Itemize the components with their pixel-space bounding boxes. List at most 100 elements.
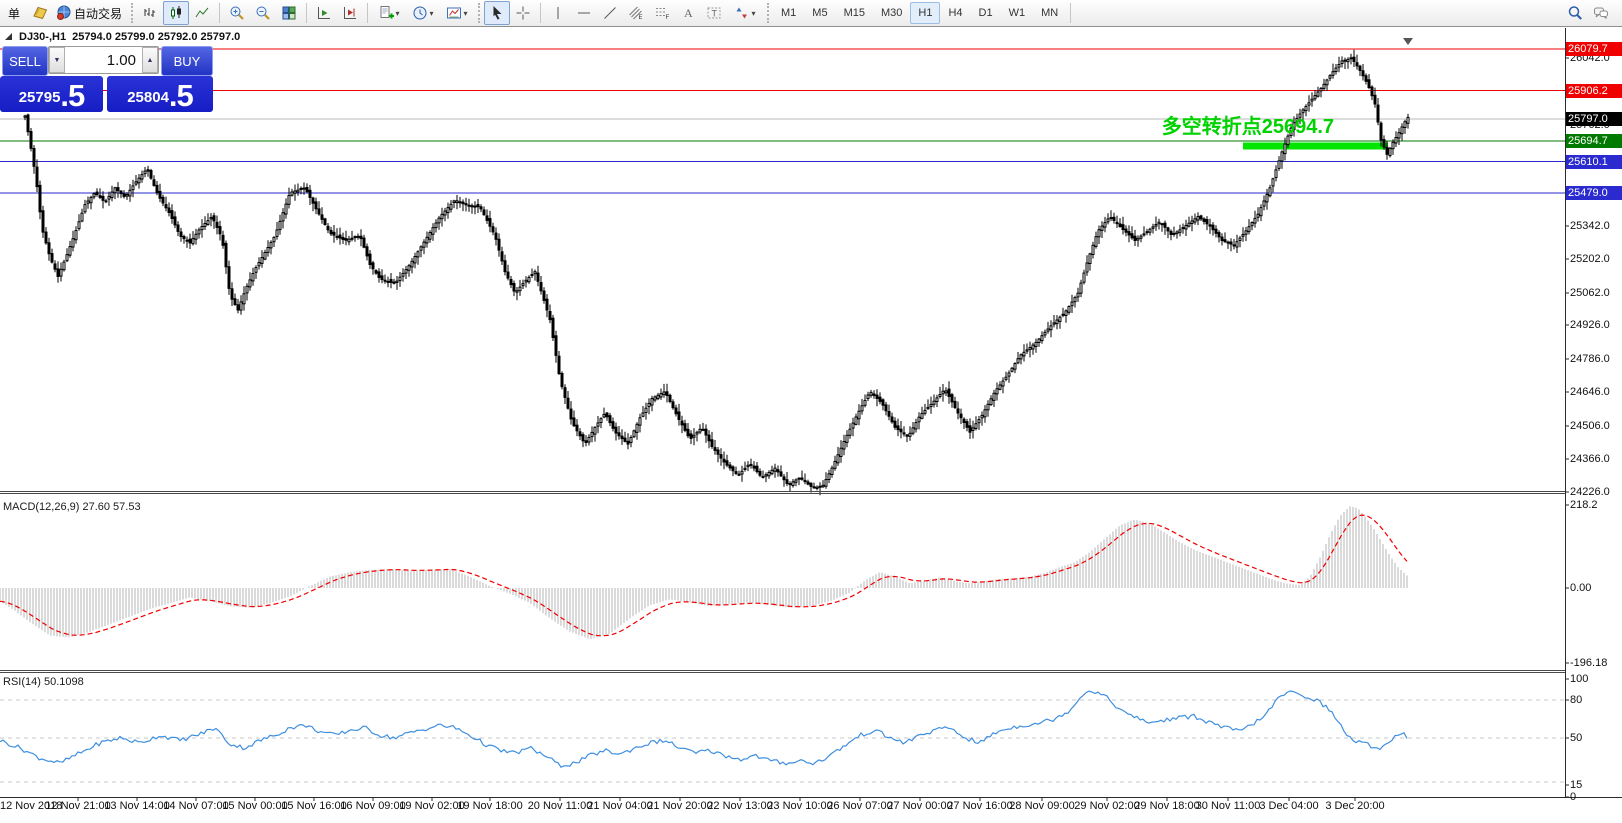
timeframe-m30[interactable]: M30: [880, 7, 903, 19]
chart-symbol-period: DJ30-,H1: [19, 31, 67, 43]
svg-text:A: A: [684, 6, 693, 20]
chart-shift-icon: [342, 5, 358, 21]
zoom-out-button[interactable]: [250, 1, 276, 25]
svg-text:T: T: [712, 9, 718, 19]
timeframe-m5[interactable]: M5: [812, 7, 828, 19]
market-watch-icon: [32, 5, 48, 21]
toolbar-separator: [367, 3, 368, 23]
autotrading-label: 自动交易: [73, 6, 122, 21]
horizontal-line-icon: [576, 5, 592, 21]
crosshair-icon: [515, 5, 531, 21]
cursor-button[interactable]: [484, 1, 510, 25]
svg-text:F: F: [666, 15, 670, 21]
chart-marker-icon: [5, 33, 12, 40]
toolbar-separator: [219, 3, 220, 23]
sell-price-display[interactable]: 25795.5: [0, 76, 103, 112]
timeframe-m15[interactable]: M15: [843, 7, 865, 19]
toolbar-separator: [540, 3, 541, 23]
timeframe-w1[interactable]: W1: [1008, 7, 1026, 19]
candlestick-chart-button[interactable]: [163, 1, 189, 25]
toolbar-grip: [131, 3, 133, 23]
pivot-annotation: 多空转折点25694.7: [1161, 116, 1334, 138]
volume-stepper: ▼ ▲: [48, 46, 159, 74]
toolbar-separator: [1070, 3, 1072, 23]
search-button[interactable]: [1562, 1, 1588, 25]
buy-price-display[interactable]: 25804.5: [107, 76, 213, 112]
zoom-in-button[interactable]: [224, 1, 250, 25]
volume-increase-button[interactable]: ▲: [142, 47, 158, 73]
indicators-icon: [378, 5, 395, 21]
candlestick-chart-icon: [168, 5, 184, 21]
toolbar-grip: [478, 3, 480, 23]
text-tool-icon: A: [680, 5, 696, 21]
timeframe-d1[interactable]: D1: [978, 7, 993, 19]
timeframe-h4[interactable]: H4: [948, 7, 963, 19]
tile-windows-icon: [281, 5, 297, 21]
one-click-trading-panel: SELL ▼ ▲ BUY 25795.5 25804.5: [0, 44, 213, 112]
timeframe-mn[interactable]: MN: [1041, 7, 1059, 19]
zoom-out-icon: [255, 5, 271, 21]
crosshair-button[interactable]: [510, 1, 536, 25]
timeframe-m1[interactable]: M1: [781, 7, 797, 19]
new-order-button[interactable]: 单: [1, 1, 27, 25]
periods-button[interactable]: ▾: [406, 1, 440, 25]
arrows-icon: [734, 5, 750, 21]
toolbar-separator: [306, 3, 307, 23]
vertical-line-tool[interactable]: [545, 1, 571, 25]
auto-scroll-button[interactable]: [311, 1, 337, 25]
autotrading-icon: [56, 5, 72, 21]
dropdown-caret: ▾: [429, 8, 434, 18]
autotrading-button[interactable]: 自动交易: [53, 1, 127, 25]
fibonacci-icon: F: [654, 5, 670, 21]
market-watch-button[interactable]: [27, 1, 53, 25]
text-label-tool[interactable]: T: [701, 1, 727, 25]
line-chart-button[interactable]: [189, 1, 215, 25]
dropdown-caret: ▾: [463, 8, 468, 18]
main-toolbar: 单 自动交易 ▾ ▾ ▾: [0, 0, 1622, 27]
timeframe-h1[interactable]: H1: [910, 2, 941, 24]
trendline-icon: [602, 5, 618, 21]
indicators-button[interactable]: ▾: [372, 1, 406, 25]
rsi-indicator-label: RSI(14) 50.1098: [3, 676, 84, 688]
sell-price-main: 25795: [18, 89, 61, 106]
equidistant-channel-icon: E: [628, 5, 644, 21]
line-chart-icon: [194, 5, 210, 21]
horizontal-line-tool[interactable]: [571, 1, 597, 25]
new-order-label: 单: [7, 6, 20, 21]
auto-scroll-icon: [316, 5, 332, 21]
chat-icon: [1593, 5, 1609, 21]
timeframe-bar: M1 M5 M15 M30 H1 H4 D1 W1 MN: [773, 2, 1066, 24]
toolbar-grip: [767, 3, 769, 23]
chart-ohlc-values: 25794.0 25799.0 25792.0 25797.0: [72, 31, 241, 43]
equidistant-channel-tool[interactable]: E: [623, 1, 649, 25]
arrows-tool[interactable]: ▾: [727, 1, 763, 25]
fibonacci-tool[interactable]: F: [649, 1, 675, 25]
zoom-in-icon: [229, 5, 245, 21]
chat-button[interactable]: [1588, 1, 1614, 25]
volume-decrease-button[interactable]: ▼: [49, 47, 65, 73]
sell-price-fraction: .5: [60, 78, 85, 113]
tile-windows-button[interactable]: [276, 1, 302, 25]
search-icon: [1567, 5, 1583, 21]
svg-text:E: E: [639, 15, 643, 21]
cursor-icon: [489, 5, 505, 21]
dropdown-caret: ▾: [395, 8, 400, 18]
macd-indicator-label: MACD(12,26,9) 27.60 57.53: [3, 501, 141, 513]
buy-button[interactable]: BUY: [161, 46, 213, 76]
bar-chart-button[interactable]: [137, 1, 163, 25]
chart-title-row: DJ30-,H1 25794.0 25799.0 25792.0 25797.0: [5, 31, 240, 43]
bar-chart-icon: [142, 5, 158, 21]
volume-input[interactable]: [65, 47, 142, 73]
vertical-line-icon: [550, 5, 566, 21]
text-tool[interactable]: A: [675, 1, 701, 25]
periods-clock-icon: [412, 5, 428, 21]
templates-button[interactable]: ▾: [440, 1, 474, 25]
buy-price-fraction: .5: [168, 78, 194, 113]
chart-shift-button[interactable]: [337, 1, 363, 25]
sell-button[interactable]: SELL: [2, 46, 48, 76]
text-label-icon: T: [706, 5, 722, 21]
templates-icon: [446, 5, 462, 21]
dropdown-caret: ▾: [751, 8, 756, 18]
trendline-tool[interactable]: [597, 1, 623, 25]
